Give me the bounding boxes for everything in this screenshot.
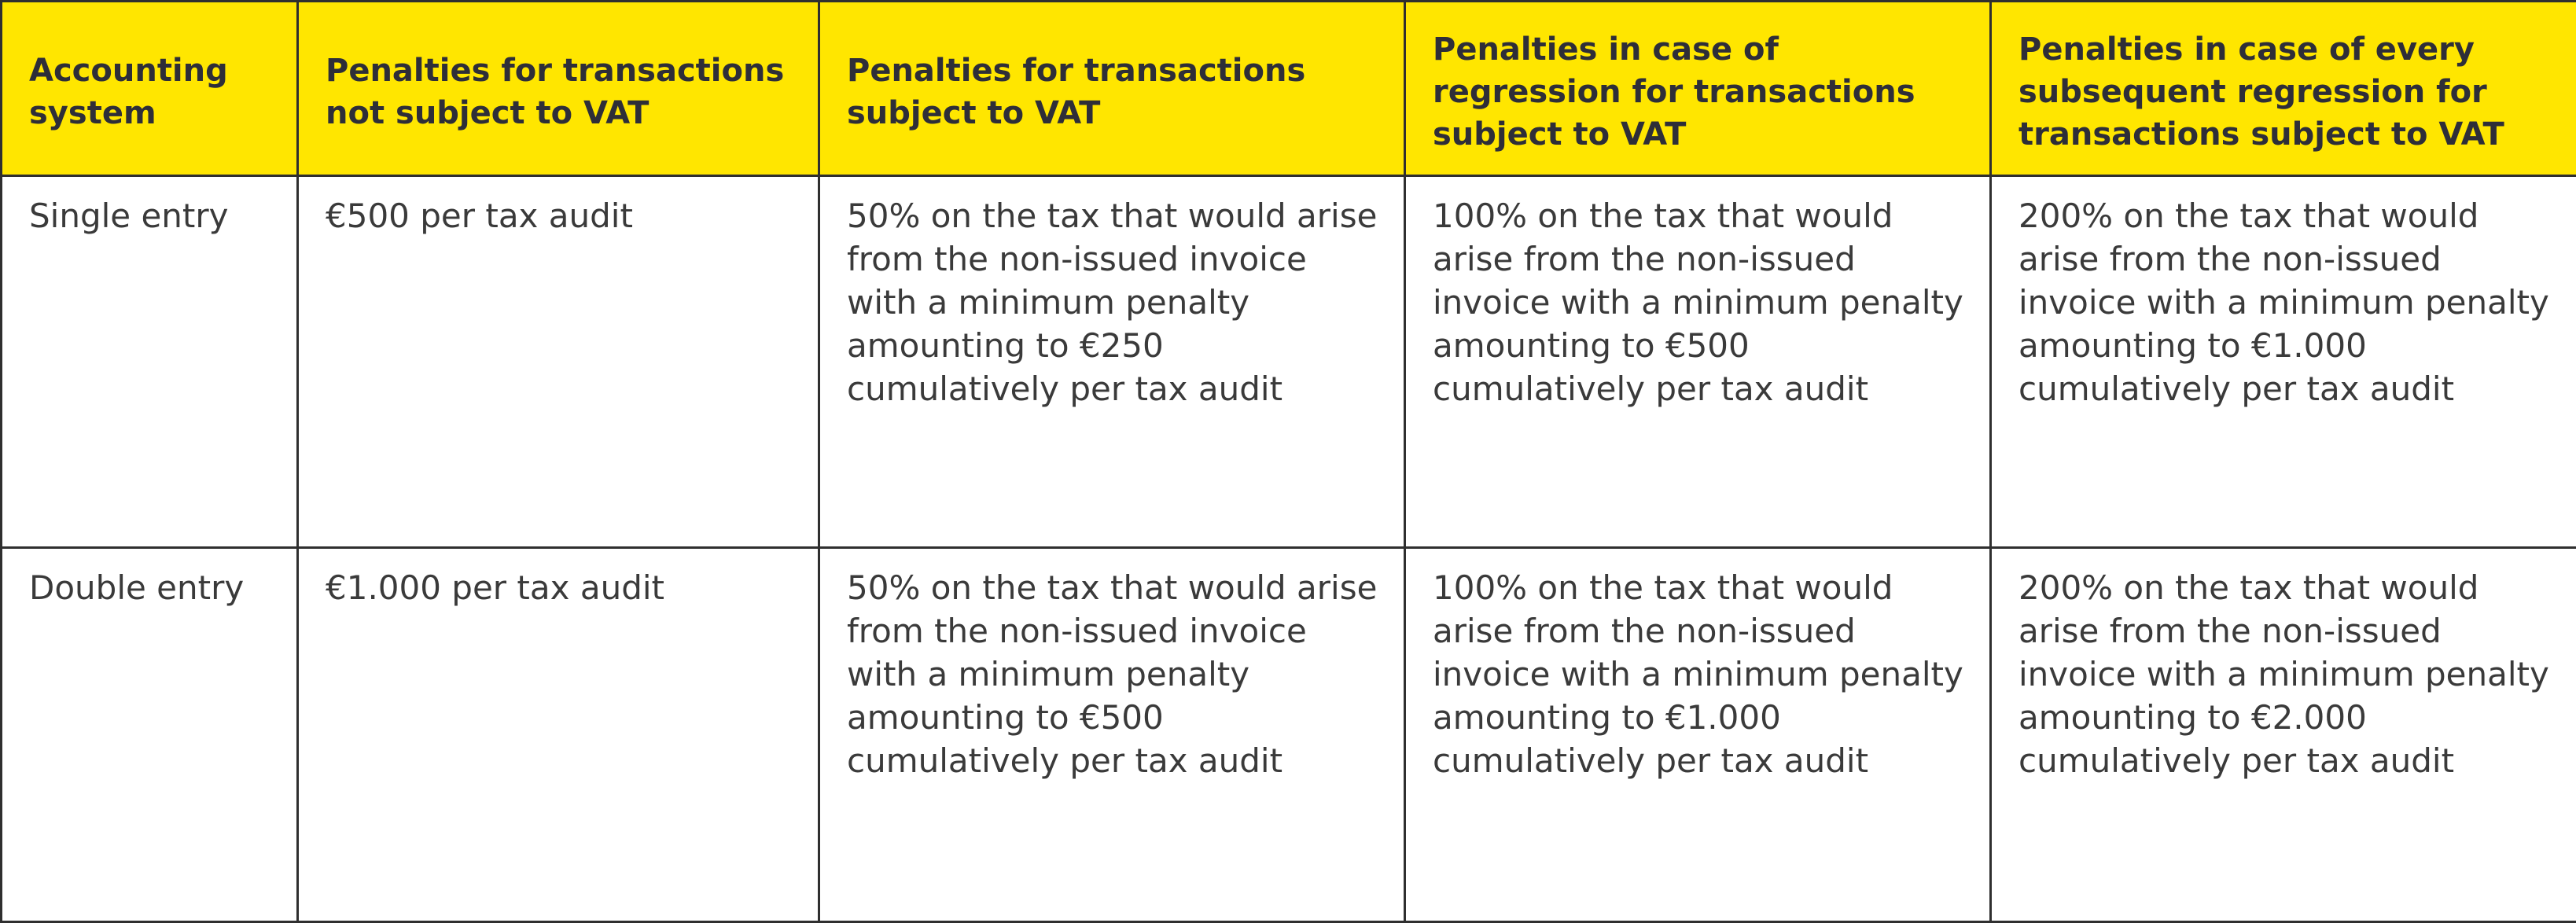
header-row: Accounting system Penalties for transact…: [2, 2, 2576, 176]
cell-penalty-subsequent-regression: 200% on the tax that would arise from th…: [1991, 176, 2576, 548]
cell-penalty-regression: 100% on the tax that would arise from th…: [1405, 176, 1991, 548]
cell-penalty-not-subject-to-vat: €500 per tax audit: [298, 176, 819, 548]
table-body: Single entry €500 per tax audit 50% on t…: [2, 176, 2576, 922]
cell-accounting-system: Single entry: [2, 176, 298, 548]
table-header: Accounting system Penalties for transact…: [2, 2, 2576, 176]
header-penalties-subsequent-regression: Penalties in case of every subsequent re…: [1991, 2, 2576, 176]
table-row-double-entry: Double entry €1.000 per tax audit 50% on…: [2, 548, 2576, 922]
header-penalties-subject-to-vat: Penalties for transactions subject to VA…: [819, 2, 1405, 176]
cell-penalty-subsequent-regression: 200% on the tax that would arise from th…: [1991, 548, 2576, 922]
header-penalties-regression: Penalties in case of regression for tran…: [1405, 2, 1991, 176]
header-penalties-not-subject-to-vat: Penalties for transactions not subject t…: [298, 2, 819, 176]
cell-penalty-subject-to-vat: 50% on the tax that would arise from the…: [819, 548, 1405, 922]
cell-penalty-regression: 100% on the tax that would arise from th…: [1405, 548, 1991, 922]
table-row-single-entry: Single entry €500 per tax audit 50% on t…: [2, 176, 2576, 548]
header-accounting-system: Accounting system: [2, 2, 298, 176]
cell-accounting-system: Double entry: [2, 548, 298, 922]
cell-penalty-subject-to-vat: 50% on the tax that would arise from the…: [819, 176, 1405, 548]
cell-penalty-not-subject-to-vat: €1.000 per tax audit: [298, 548, 819, 922]
